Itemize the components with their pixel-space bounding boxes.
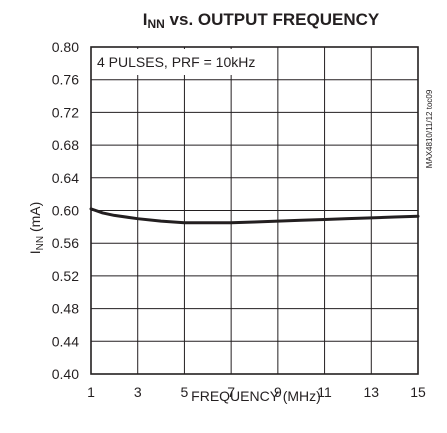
x-tick-label: 7	[227, 384, 235, 400]
chart-title: INN vs. OUTPUT FREQUENCY	[143, 10, 380, 31]
series-line	[89, 207, 420, 225]
annotation-box	[93, 49, 276, 75]
y-tick-labels: 0.40 0.44 0.48 0.52 0.56 0.60 0.64 0.68 0.72 0.76…	[52, 39, 79, 382]
figure-id: MAX4810/11/12 toc09	[425, 89, 434, 168]
y-tick-label: 0.68	[52, 137, 79, 153]
y-axis-label-rest: (mA)	[27, 202, 43, 236]
y-tick-label: 0.60	[52, 203, 79, 219]
y-tick-label: 0.40	[52, 366, 79, 382]
x-tick-labels: 1 3 5 7 9 11 13 15	[87, 384, 426, 400]
y-tick-label: 0.64	[52, 170, 79, 186]
annotation-text: 4 PULSES, PRF = 10kHz	[97, 54, 255, 70]
y-axis-label-main: I	[27, 250, 43, 254]
chart-title-main: I	[143, 10, 148, 29]
y-tick-label: 0.52	[52, 268, 79, 284]
y-tick-label: 0.44	[52, 333, 79, 349]
x-tick-label: 1	[87, 384, 95, 400]
plot-frame	[90, 46, 419, 375]
y-tick-label: 0.76	[52, 72, 79, 88]
x-tick-label: 3	[134, 384, 142, 400]
grid-lines	[91, 47, 418, 374]
chart-title-rest: vs. OUTPUT FREQUENCY	[165, 10, 380, 29]
y-tick-label: 0.80	[52, 39, 79, 55]
x-axis-label: FREQUENCY (MHz)	[191, 388, 321, 404]
x-tick-label: 13	[363, 384, 379, 400]
x-tick-label: 15	[410, 384, 426, 400]
y-axis-label-subscript: NN	[35, 236, 46, 250]
y-tick-label: 0.56	[52, 235, 79, 251]
chart-title-subscript: NN	[147, 17, 164, 31]
x-tick-label: 5	[181, 384, 189, 400]
x-tick-label: 11	[317, 384, 332, 400]
x-tick-label: 9	[274, 384, 282, 400]
y-axis-label: INN (mA)	[27, 202, 46, 255]
y-tick-label: 0.72	[52, 104, 79, 120]
y-tick-label: 0.48	[52, 301, 79, 317]
